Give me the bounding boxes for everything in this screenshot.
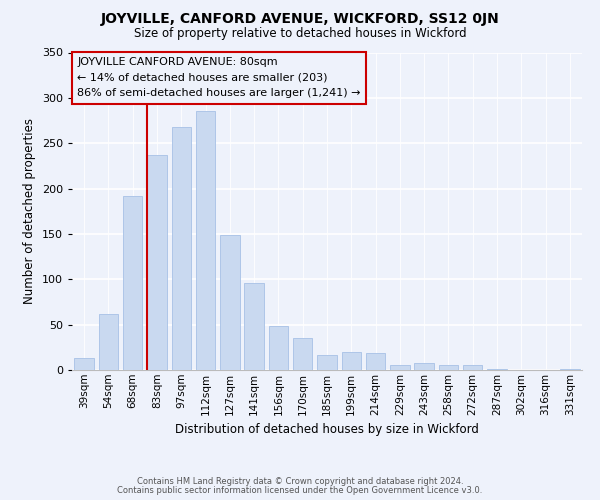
Bar xyxy=(560,369,580,370)
Bar xyxy=(74,358,94,370)
Bar xyxy=(487,369,507,370)
Bar xyxy=(317,354,337,370)
Bar xyxy=(415,362,434,370)
Bar xyxy=(196,112,215,370)
Bar xyxy=(366,353,385,370)
Bar xyxy=(99,314,118,370)
Bar xyxy=(244,283,264,370)
Bar xyxy=(220,235,239,370)
Text: Contains public sector information licensed under the Open Government Licence v3: Contains public sector information licen… xyxy=(118,486,482,495)
Bar xyxy=(439,364,458,370)
Y-axis label: Number of detached properties: Number of detached properties xyxy=(23,118,36,304)
Text: Size of property relative to detached houses in Wickford: Size of property relative to detached ho… xyxy=(134,28,466,40)
Bar xyxy=(269,326,288,370)
Bar xyxy=(463,364,482,370)
Text: Contains HM Land Registry data © Crown copyright and database right 2024.: Contains HM Land Registry data © Crown c… xyxy=(137,477,463,486)
Bar xyxy=(390,366,410,370)
Bar xyxy=(341,352,361,370)
Bar xyxy=(123,196,142,370)
Text: JOYVILLE CANFORD AVENUE: 80sqm
← 14% of detached houses are smaller (203)
86% of: JOYVILLE CANFORD AVENUE: 80sqm ← 14% of … xyxy=(77,58,361,98)
Text: JOYVILLE, CANFORD AVENUE, WICKFORD, SS12 0JN: JOYVILLE, CANFORD AVENUE, WICKFORD, SS12… xyxy=(101,12,499,26)
Bar xyxy=(172,127,191,370)
Bar xyxy=(147,155,167,370)
X-axis label: Distribution of detached houses by size in Wickford: Distribution of detached houses by size … xyxy=(175,423,479,436)
Bar xyxy=(293,338,313,370)
